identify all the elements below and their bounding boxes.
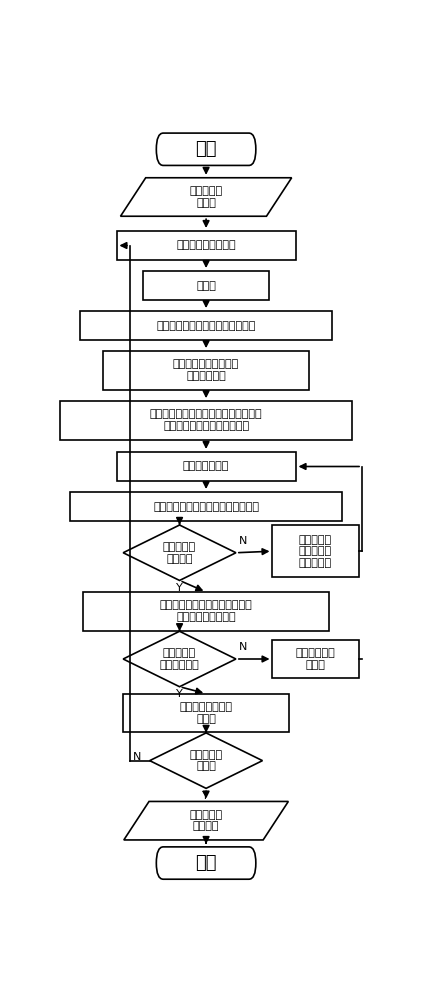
Bar xyxy=(103,351,309,389)
Bar xyxy=(273,640,359,678)
Bar xyxy=(83,592,329,631)
Text: 组合成人造信号: 组合成人造信号 xyxy=(183,462,229,472)
Bar xyxy=(80,311,332,340)
Polygon shape xyxy=(121,178,291,216)
Text: 保存使相关度最大的偏移量结果
添加下一级高斯信号: 保存使相关度最大的偏移量结果 添加下一级高斯信号 xyxy=(160,600,253,622)
Text: 提取一行像素值序列: 提取一行像素值序列 xyxy=(176,241,236,251)
Text: 结束: 结束 xyxy=(195,854,217,872)
Text: 根据初始对称中心及初始条纹宽度构造
用于拟合的一组基底高斯信号: 根据初始对称中心及初始条纹宽度构造 用于拟合的一组基底高斯信号 xyxy=(150,410,262,431)
Text: 是否添加完
所有高斯信号: 是否添加完 所有高斯信号 xyxy=(160,648,199,670)
Text: 对像素值序列进行插值
得到输入信号: 对像素值序列进行插值 得到输入信号 xyxy=(173,359,239,381)
Bar xyxy=(273,525,359,577)
Text: 计算初始对称中心及初始条纹宽度: 计算初始对称中心及初始条纹宽度 xyxy=(156,321,256,331)
Bar xyxy=(116,231,296,260)
Text: 是否计算完
所有行: 是否计算完 所有行 xyxy=(190,750,223,771)
Text: 改变最后一
级基底高斯
信号偏移量: 改变最后一 级基底高斯 信号偏移量 xyxy=(299,535,332,568)
Text: 相关度是否
达到最大: 相关度是否 达到最大 xyxy=(163,542,196,564)
Text: N: N xyxy=(239,536,248,546)
Text: Y: Y xyxy=(202,791,209,801)
Polygon shape xyxy=(124,801,288,840)
Text: Y: Y xyxy=(175,583,182,593)
Text: 添加下一级高
斯信号: 添加下一级高 斯信号 xyxy=(296,648,336,670)
Text: 归一化: 归一化 xyxy=(196,281,216,291)
Text: 获取激光线
条图像: 获取激光线 条图像 xyxy=(190,186,223,208)
Bar xyxy=(70,492,342,521)
FancyBboxPatch shape xyxy=(156,847,256,879)
Bar xyxy=(116,452,296,481)
Bar xyxy=(60,401,352,440)
FancyBboxPatch shape xyxy=(156,133,256,165)
Bar xyxy=(123,694,289,732)
Text: 开始: 开始 xyxy=(195,140,217,158)
Bar xyxy=(143,271,269,300)
Polygon shape xyxy=(150,733,262,788)
Text: Y: Y xyxy=(175,689,182,699)
Text: N: N xyxy=(239,642,248,652)
Text: 输出中心线
计算结果: 输出中心线 计算结果 xyxy=(190,810,223,832)
Polygon shape xyxy=(123,525,236,580)
Text: 计算人造信号与输入信号的互相关度: 计算人造信号与输入信号的互相关度 xyxy=(153,502,259,512)
Text: N: N xyxy=(133,752,142,762)
Text: 根据各偏移量计算
中心点: 根据各偏移量计算 中心点 xyxy=(180,702,232,724)
Polygon shape xyxy=(123,631,236,687)
